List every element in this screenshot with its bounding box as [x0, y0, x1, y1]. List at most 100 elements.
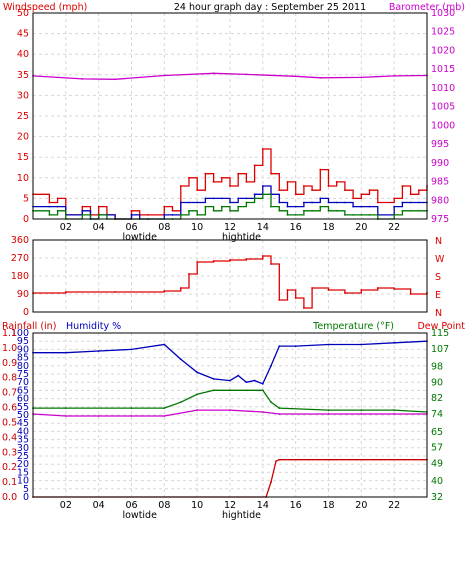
series-barometer-point-3 [163, 74, 166, 77]
direction-tick-2: 180 [11, 271, 29, 282]
series-temperature-point-5 [196, 393, 199, 396]
series-temperature [33, 389, 428, 413]
series-average-point-30 [311, 201, 313, 204]
series-wind-point-31 [319, 205, 322, 208]
humidity-tick-14: 70 [17, 377, 29, 388]
wind-tick-2: 10 [17, 173, 29, 184]
rain-tick-11: 1.1 [2, 328, 17, 339]
series-wind-point-4 [81, 213, 84, 216]
time-tick-0-1: 04 [93, 222, 105, 233]
series-gust-point-30 [311, 189, 313, 192]
series-average-point-34 [344, 201, 346, 204]
rain-tick-6: 0.6 [2, 403, 17, 414]
series-average-point-33 [335, 201, 338, 204]
humidity-tick-16: 80 [17, 361, 29, 372]
rain-tick-8: 0.8 [2, 373, 17, 384]
series-average-point-27 [286, 205, 289, 208]
series-average-point-40 [401, 201, 404, 204]
humidity-tick-8: 40 [17, 426, 29, 437]
series-gust-point-1 [48, 201, 51, 204]
series-barometer-point-5 [245, 73, 248, 76]
series-humidity-point-11 [253, 379, 256, 382]
rain-tick-10: 1.0 [2, 343, 17, 354]
series-average-point-28 [294, 205, 297, 208]
wind-tick-7: 35 [17, 70, 29, 81]
series-dew-point-point-9 [327, 413, 330, 415]
series-dew-point-point-6 [229, 409, 231, 411]
series-average-point-35 [352, 205, 355, 208]
time-tick-2-9: 20 [355, 500, 367, 511]
baro-tick-3: 990 [431, 158, 449, 169]
series-average-point-15 [188, 201, 190, 204]
humidity-tick-3: 15 [17, 467, 29, 478]
series-direction-point-5 [188, 273, 190, 275]
series-gust-point-17 [204, 172, 207, 175]
series-wind-point-20 [229, 209, 231, 212]
humidity-tick-11: 55 [17, 402, 29, 413]
series-rainfall-point-3 [275, 460, 277, 463]
time-tick-2-1: 04 [93, 500, 105, 511]
time-tick-2-10: 22 [388, 500, 400, 511]
humidity-tick-12: 60 [17, 394, 29, 405]
series-humidity-point-12 [261, 382, 264, 385]
hightide-label-2: hightide [222, 510, 261, 521]
series-gust-point-22 [245, 181, 248, 183]
series-wind-point-42 [417, 209, 420, 212]
series-wind-point-32 [327, 209, 330, 212]
series-temperature-point-9 [261, 389, 264, 392]
series-direction-point-13 [286, 289, 289, 291]
series-humidity-point-13 [270, 364, 272, 367]
time-tick-2-6: 14 [257, 500, 269, 511]
baro-tick-11: 1030 [431, 8, 455, 19]
series-humidity-point-17 [360, 343, 363, 346]
series-average-point-42 [417, 201, 420, 204]
series-average-point-37 [368, 205, 371, 208]
series-barometer-point-6 [294, 75, 297, 78]
temperature-tick-2: 49 [431, 458, 443, 469]
series-average-point-9 [130, 213, 133, 216]
series-dew-point-point-1 [64, 415, 67, 417]
humidity-tick-5: 25 [17, 451, 29, 462]
series-average-point-26 [278, 201, 281, 204]
series-temperature-point-13 [360, 409, 363, 411]
series-rainfall-point-4 [278, 458, 281, 461]
series-gust-point-39 [393, 197, 396, 200]
humidity-tick-10: 50 [17, 410, 29, 421]
series-humidity-point-7 [212, 378, 215, 380]
series-average-point-20 [229, 201, 231, 204]
humidity-tick-20: 100 [11, 328, 29, 339]
series-humidity-point-18 [393, 341, 396, 344]
series-average-point-4 [81, 209, 84, 212]
series-wind-point-22 [245, 201, 248, 204]
series-average-point-39 [393, 205, 396, 208]
time-tick-0-0: 02 [60, 222, 72, 233]
time-tick-2-8: 18 [322, 500, 334, 511]
series-barometer-point-2 [114, 78, 116, 81]
series-gust-point-6 [97, 205, 100, 208]
time-tick-0-6: 14 [257, 222, 269, 233]
time-tick-0-3: 08 [158, 222, 170, 233]
direction-tick-4: 360 [11, 235, 29, 246]
series-direction-point-19 [360, 289, 363, 291]
series-humidity-point-2 [97, 350, 100, 352]
series-gust-point-41 [409, 193, 412, 196]
compass-tick-1: E [435, 290, 441, 301]
series-temperature-point-2 [130, 407, 133, 409]
compass-tick-3: W [435, 254, 445, 265]
humidity-tick-9: 45 [17, 418, 29, 429]
series-gust-point-2 [56, 197, 59, 200]
series-gust-point-19 [220, 176, 223, 179]
series-average-point-17 [204, 197, 207, 200]
series-humidity [33, 340, 428, 385]
series-barometer-point-8 [360, 76, 363, 79]
time-tick-0-8: 18 [322, 222, 334, 233]
series-wind-point-19 [220, 205, 223, 208]
lowtide-label-0: lowtide [122, 232, 157, 243]
series-wind-point-16 [196, 213, 199, 216]
series-wind-point-40 [401, 209, 404, 212]
series-wind-point-26 [278, 209, 281, 212]
wind-tick-5: 25 [17, 111, 29, 122]
series-wind-point-21 [237, 205, 240, 208]
series-gust-point-27 [286, 181, 289, 183]
